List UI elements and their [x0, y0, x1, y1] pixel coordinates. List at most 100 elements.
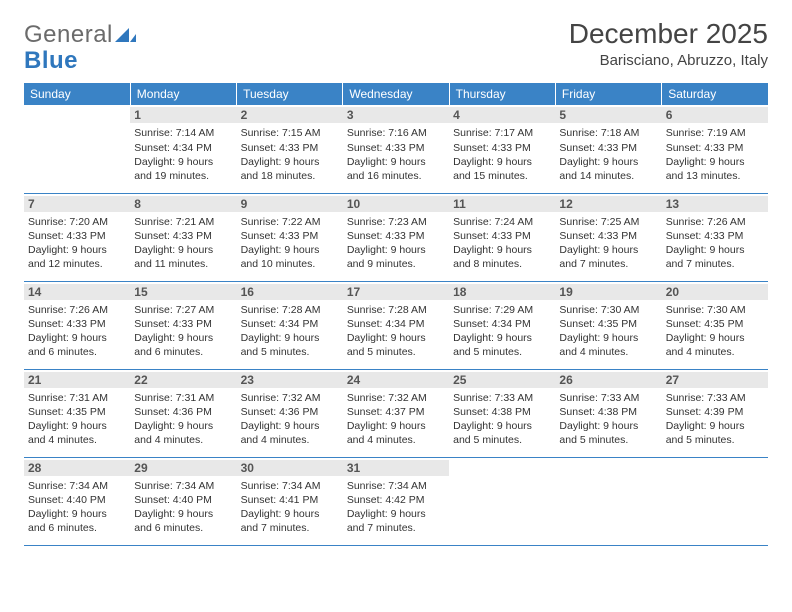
calendar-cell: 10Sunrise: 7:23 AMSunset: 4:33 PMDayligh…: [343, 193, 449, 281]
calendar-row: 14 Sunrise: 7:26 AMSunset: 4:33 PMDayligh…: [24, 281, 768, 369]
calendar-row: 7Sunrise: 7:20 AMSunset: 4:33 PMDaylight…: [24, 193, 768, 281]
day-number: 14: [24, 284, 130, 300]
day-number: 5: [555, 107, 661, 123]
day-details: Sunrise: 7:15 AMSunset: 4:33 PMDaylight:…: [241, 126, 339, 183]
calendar-cell: [449, 457, 555, 545]
calendar-cell: 4Sunrise: 7:17 AMSunset: 4:33 PMDaylight…: [449, 105, 555, 193]
sunrise-text: Sunrise: 7:19 AM: [666, 126, 764, 140]
sunset-text: Sunset: 4:33 PM: [666, 229, 764, 243]
day-details: Sunrise: 7:31 AMSunset: 4:36 PMDaylight:…: [134, 391, 232, 448]
calendar-cell: 5Sunrise: 7:18 AMSunset: 4:33 PMDaylight…: [555, 105, 661, 193]
calendar-head: Sunday Monday Tuesday Wednesday Thursday…: [24, 83, 768, 105]
day-number: 11: [449, 196, 555, 212]
day-details: Sunrise: 7:26 AMSunset: 4:33 PMDaylight:…: [666, 215, 764, 272]
day-details: Sunrise: 7:31 AMSunset: 4:35 PMDaylight:…: [28, 391, 126, 448]
location-text: Barisciano, Abruzzo, Italy: [569, 52, 768, 69]
calendar-cell: 31 Sunrise: 7:34 AMSunset: 4:42 PMDayligh…: [343, 457, 449, 545]
calendar-body: 1 Sunrise: 7:14 AMSunset: 4:34 PMDaylight…: [24, 105, 768, 545]
sunrise-text: Sunrise: 7:22 AM: [241, 215, 339, 229]
sunset-text: Sunset: 4:36 PM: [241, 405, 339, 419]
day-number: 9: [237, 196, 343, 212]
calendar-cell: 14 Sunrise: 7:26 AMSunset: 4:33 PMDayligh…: [24, 281, 130, 369]
col-friday: Friday: [555, 83, 661, 105]
sunrise-text: Sunrise: 7:18 AM: [559, 126, 657, 140]
day-number: 31: [343, 460, 449, 476]
sunset-text: Sunset: 4:38 PM: [453, 405, 551, 419]
day-details: Sunrise: 7:33 AMSunset: 4:38 PMDaylight:…: [453, 391, 551, 448]
sunset-text: Sunset: 4:40 PM: [134, 493, 232, 507]
sunset-text: Sunset: 4:34 PM: [347, 317, 445, 331]
calendar-cell: 27 Sunrise: 7:33 AMSunset: 4:39 PMDayligh…: [662, 369, 768, 457]
calendar-row: 1 Sunrise: 7:14 AMSunset: 4:34 PMDaylight…: [24, 105, 768, 193]
calendar-cell: [662, 457, 768, 545]
sunrise-text: Sunrise: 7:21 AM: [134, 215, 232, 229]
day-number: 2: [237, 107, 343, 123]
col-tuesday: Tuesday: [237, 83, 343, 105]
calendar-cell: 19Sunrise: 7:30 AMSunset: 4:35 PMDayligh…: [555, 281, 661, 369]
sunrise-text: Sunrise: 7:33 AM: [453, 391, 551, 405]
sunrise-text: Sunrise: 7:30 AM: [666, 303, 764, 317]
day-details: Sunrise: 7:33 AMSunset: 4:38 PMDaylight:…: [559, 391, 657, 448]
calendar-cell: 16Sunrise: 7:28 AMSunset: 4:34 PMDayligh…: [237, 281, 343, 369]
logo-word-general: General: [24, 21, 113, 48]
daylight-text: Daylight: 9 hours and 6 minutes.: [28, 331, 126, 359]
daylight-text: Daylight: 9 hours and 4 minutes.: [241, 419, 339, 447]
day-number: 15: [130, 284, 236, 300]
calendar-cell: 24Sunrise: 7:32 AMSunset: 4:37 PMDayligh…: [343, 369, 449, 457]
sunset-text: Sunset: 4:34 PM: [134, 141, 232, 155]
daylight-text: Daylight: 9 hours and 16 minutes.: [347, 155, 445, 183]
daylight-text: Daylight: 9 hours and 7 minutes.: [666, 243, 764, 271]
daylight-text: Daylight: 9 hours and 5 minutes.: [559, 419, 657, 447]
sunset-text: Sunset: 4:33 PM: [347, 141, 445, 155]
daylight-text: Daylight: 9 hours and 7 minutes.: [241, 507, 339, 535]
day-details: Sunrise: 7:25 AMSunset: 4:33 PMDaylight:…: [559, 215, 657, 272]
daylight-text: Daylight: 9 hours and 18 minutes.: [241, 155, 339, 183]
day-number: 1: [130, 107, 236, 123]
sunset-text: Sunset: 4:33 PM: [28, 229, 126, 243]
day-details: Sunrise: 7:27 AMSunset: 4:33 PMDaylight:…: [134, 303, 232, 360]
sunset-text: Sunset: 4:35 PM: [666, 317, 764, 331]
calendar-cell: 21Sunrise: 7:31 AMSunset: 4:35 PMDayligh…: [24, 369, 130, 457]
day-number: 6: [662, 107, 768, 123]
daylight-text: Daylight: 9 hours and 4 minutes.: [134, 419, 232, 447]
day-number: 10: [343, 196, 449, 212]
calendar-cell: 26Sunrise: 7:33 AMSunset: 4:38 PMDayligh…: [555, 369, 661, 457]
calendar-cell: 20Sunrise: 7:30 AMSunset: 4:35 PMDayligh…: [662, 281, 768, 369]
day-details: Sunrise: 7:14 AMSunset: 4:34 PMDaylight:…: [134, 126, 232, 183]
sunrise-text: Sunrise: 7:26 AM: [28, 303, 126, 317]
sunset-text: Sunset: 4:36 PM: [134, 405, 232, 419]
sunrise-text: Sunrise: 7:33 AM: [666, 391, 764, 405]
sunrise-text: Sunrise: 7:34 AM: [347, 479, 445, 493]
daylight-text: Daylight: 9 hours and 14 minutes.: [559, 155, 657, 183]
day-details: Sunrise: 7:34 AMSunset: 4:42 PMDaylight:…: [347, 479, 445, 536]
day-number: 27: [662, 372, 768, 388]
daylight-text: Daylight: 9 hours and 19 minutes.: [134, 155, 232, 183]
sunset-text: Sunset: 4:33 PM: [241, 141, 339, 155]
sunrise-text: Sunrise: 7:24 AM: [453, 215, 551, 229]
day-details: Sunrise: 7:34 AMSunset: 4:40 PMDaylight:…: [134, 479, 232, 536]
calendar-cell: 3Sunrise: 7:16 AMSunset: 4:33 PMDaylight…: [343, 105, 449, 193]
calendar-cell: 22Sunrise: 7:31 AMSunset: 4:36 PMDayligh…: [130, 369, 236, 457]
sunset-text: Sunset: 4:34 PM: [241, 317, 339, 331]
calendar-table: Sunday Monday Tuesday Wednesday Thursday…: [24, 83, 768, 546]
sunrise-text: Sunrise: 7:32 AM: [241, 391, 339, 405]
day-details: Sunrise: 7:33 AMSunset: 4:39 PMDaylight:…: [666, 391, 764, 448]
calendar-cell: 9Sunrise: 7:22 AMSunset: 4:33 PMDaylight…: [237, 193, 343, 281]
day-details: Sunrise: 7:28 AMSunset: 4:34 PMDaylight:…: [241, 303, 339, 360]
day-number: 23: [237, 372, 343, 388]
day-number: 3: [343, 107, 449, 123]
day-number: 13: [662, 196, 768, 212]
calendar-cell: 23 Sunrise: 7:32 AMSunset: 4:36 PMDayligh…: [237, 369, 343, 457]
day-details: Sunrise: 7:28 AMSunset: 4:34 PMDaylight:…: [347, 303, 445, 360]
logo-sail-icon: [115, 23, 137, 48]
calendar-cell: [24, 105, 130, 193]
calendar-cell: 15 Sunrise: 7:27 AMSunset: 4:33 PMDayligh…: [130, 281, 236, 369]
calendar-cell: 28Sunrise: 7:34 AMSunset: 4:40 PMDayligh…: [24, 457, 130, 545]
sunset-text: Sunset: 4:33 PM: [134, 229, 232, 243]
daylight-text: Daylight: 9 hours and 6 minutes.: [134, 507, 232, 535]
sunset-text: Sunset: 4:37 PM: [347, 405, 445, 419]
day-details: Sunrise: 7:26 AMSunset: 4:33 PMDaylight:…: [28, 303, 126, 360]
title-block: December 2025 Barisciano, Abruzzo, Italy: [569, 18, 768, 69]
sunrise-text: Sunrise: 7:31 AM: [28, 391, 126, 405]
calendar-cell: 17Sunrise: 7:28 AMSunset: 4:34 PMDayligh…: [343, 281, 449, 369]
